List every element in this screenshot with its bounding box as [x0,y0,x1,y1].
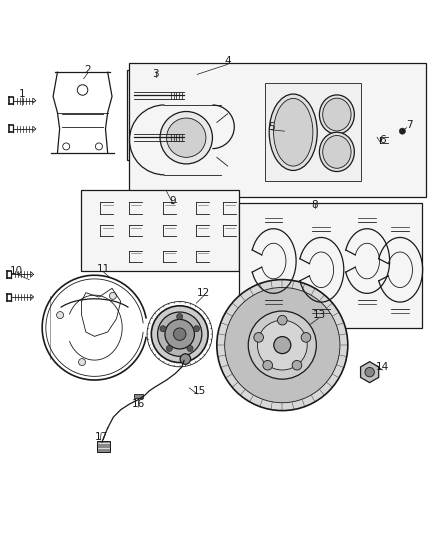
Circle shape [166,118,206,157]
Circle shape [225,287,340,403]
Text: 13: 13 [313,310,326,319]
Circle shape [165,319,194,349]
Circle shape [365,367,374,377]
Ellipse shape [319,95,354,134]
Ellipse shape [133,91,138,99]
Ellipse shape [269,94,317,171]
Text: 3: 3 [152,69,159,79]
Circle shape [158,312,202,357]
Circle shape [217,280,348,410]
Text: 8: 8 [312,200,318,211]
Circle shape [258,320,307,370]
Circle shape [180,354,191,364]
Text: 10: 10 [9,266,22,276]
Circle shape [263,360,272,370]
Circle shape [160,326,166,332]
Circle shape [151,306,208,362]
Text: 1: 1 [18,89,25,99]
Text: 17: 17 [95,432,108,442]
Circle shape [110,293,117,300]
Text: 14: 14 [376,362,389,372]
Circle shape [160,111,212,164]
Ellipse shape [133,133,138,141]
Circle shape [177,313,183,320]
Bar [130,63,426,197]
Circle shape [399,128,406,134]
Circle shape [173,328,186,341]
Bar [81,190,239,271]
Text: 16: 16 [131,399,145,409]
Circle shape [57,312,64,319]
Bar [134,394,144,398]
Circle shape [292,360,302,370]
Text: 11: 11 [97,264,110,273]
Bar [265,83,361,181]
Bar [239,203,422,328]
Text: 12: 12 [197,288,210,298]
Circle shape [78,359,85,366]
Ellipse shape [319,132,354,172]
Circle shape [187,345,193,351]
Text: 7: 7 [406,119,412,130]
Circle shape [301,333,311,342]
Bar [97,441,110,452]
Text: 9: 9 [170,196,177,206]
Ellipse shape [323,98,351,131]
Circle shape [166,345,173,351]
Circle shape [194,326,199,332]
Bar [127,70,191,159]
Ellipse shape [180,134,185,141]
Text: 5: 5 [268,122,275,132]
Polygon shape [360,362,379,383]
Text: 15: 15 [193,386,206,396]
Ellipse shape [323,135,351,168]
Circle shape [254,333,263,342]
Circle shape [274,336,291,353]
Text: 2: 2 [85,65,92,75]
Circle shape [248,311,316,379]
Ellipse shape [180,92,185,99]
Text: 6: 6 [379,135,386,145]
Ellipse shape [274,99,313,166]
Text: 4: 4 [224,56,231,66]
Circle shape [278,316,287,325]
